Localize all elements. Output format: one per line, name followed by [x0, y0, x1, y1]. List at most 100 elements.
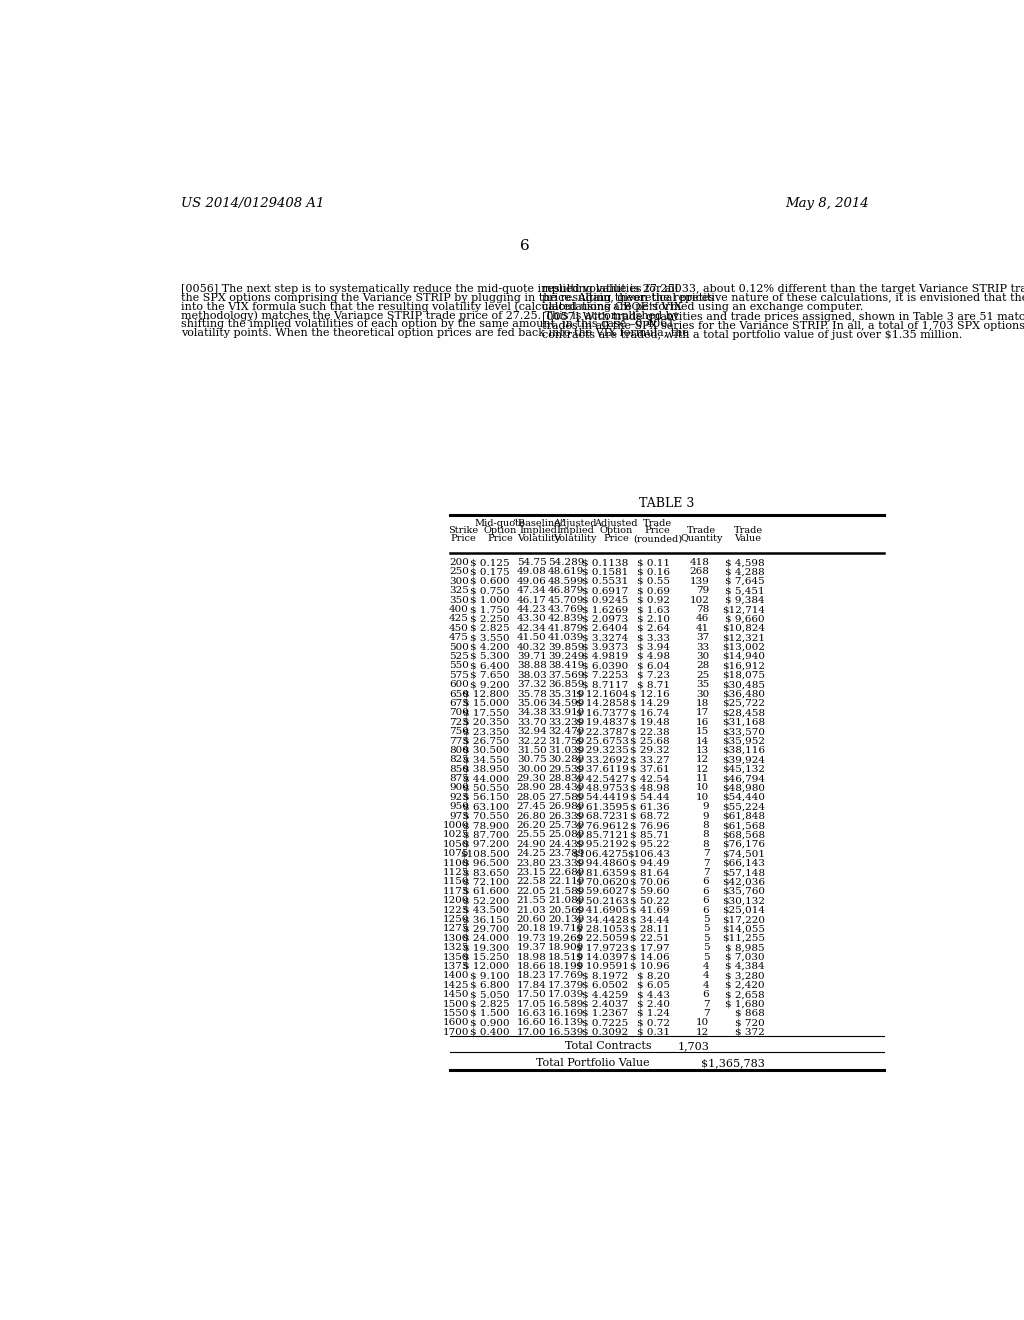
Text: 10: 10 — [696, 793, 710, 801]
Text: $ 12.1604: $ 12.1604 — [575, 689, 629, 698]
Text: 33.239: 33.239 — [548, 718, 585, 727]
Text: trades in all the SPX series for the Variance STRIP. In all, a total of 1,703 SP: trades in all the SPX series for the Var… — [542, 321, 1024, 331]
Text: [0056] The next step is to systematically reduce the mid-quote implied volatilit: [0056] The next step is to systematicall… — [180, 284, 678, 294]
Text: 31.759: 31.759 — [548, 737, 585, 746]
Text: $ 9,660: $ 9,660 — [725, 614, 765, 623]
Text: 1050: 1050 — [442, 840, 469, 849]
Text: $30,132: $30,132 — [722, 896, 765, 906]
Text: 1375: 1375 — [442, 962, 469, 972]
Text: 21.089: 21.089 — [548, 896, 585, 906]
Text: 29.30: 29.30 — [517, 774, 547, 783]
Text: $ 0.11: $ 0.11 — [637, 558, 670, 568]
Text: $10,824: $10,824 — [722, 624, 765, 632]
Text: $ 6.400: $ 6.400 — [470, 661, 509, 671]
Text: $ 4.200: $ 4.200 — [470, 643, 509, 652]
Text: $14,055: $14,055 — [722, 924, 765, 933]
Text: 12: 12 — [696, 1028, 710, 1036]
Text: $ 12.16: $ 12.16 — [630, 689, 670, 698]
Text: 23.80: 23.80 — [517, 858, 547, 867]
Text: “Baseline”: “Baseline” — [513, 519, 564, 528]
Text: 475: 475 — [450, 634, 469, 643]
Text: 20.139: 20.139 — [548, 915, 585, 924]
Text: 825: 825 — [450, 755, 469, 764]
Text: 20.60: 20.60 — [517, 915, 547, 924]
Text: 650: 650 — [450, 689, 469, 698]
Text: 29.539: 29.539 — [548, 764, 585, 774]
Text: 16: 16 — [696, 718, 710, 727]
Text: 24.25: 24.25 — [517, 849, 547, 858]
Text: 41.039: 41.039 — [548, 634, 585, 643]
Text: $ 14.06: $ 14.06 — [630, 953, 670, 961]
Text: 22.689: 22.689 — [548, 869, 585, 876]
Text: $106.43: $106.43 — [627, 849, 670, 858]
Text: 28: 28 — [696, 661, 710, 671]
Text: 31.50: 31.50 — [517, 746, 547, 755]
Text: $ 4,598: $ 4,598 — [725, 558, 765, 568]
Text: 575: 575 — [450, 671, 469, 680]
Text: $ 37.6119: $ 37.6119 — [575, 764, 629, 774]
Text: contracts are traded, with a total portfolio value of just over $1.35 million.: contracts are traded, with a total portf… — [542, 330, 963, 339]
Text: Total Portfolio Value: Total Portfolio Value — [537, 1057, 650, 1068]
Text: $ 17.9723: $ 17.9723 — [575, 944, 629, 952]
Text: 20.569: 20.569 — [548, 906, 585, 915]
Text: $ 0.125: $ 0.125 — [470, 558, 509, 568]
Text: $ 2,658: $ 2,658 — [725, 990, 765, 999]
Text: 48.619: 48.619 — [548, 568, 585, 577]
Text: 23.789: 23.789 — [548, 849, 585, 858]
Text: 32.479: 32.479 — [548, 727, 585, 737]
Text: 525: 525 — [450, 652, 469, 661]
Text: 18.519: 18.519 — [548, 953, 585, 961]
Text: 54.289: 54.289 — [548, 558, 585, 568]
Text: into the VIX formula such that the resulting volatility level (calculated using : into the VIX formula such that the resul… — [180, 302, 682, 313]
Text: $68,568: $68,568 — [722, 830, 765, 840]
Text: Trade: Trade — [643, 519, 672, 528]
Text: Value: Value — [734, 535, 762, 543]
Text: 250: 250 — [450, 568, 469, 577]
Text: $ 868: $ 868 — [735, 1008, 765, 1018]
Text: $ 6.0502: $ 6.0502 — [583, 981, 629, 990]
Text: $ 0.92: $ 0.92 — [637, 595, 670, 605]
Text: 1600: 1600 — [442, 1018, 469, 1027]
Text: 38.419: 38.419 — [548, 661, 585, 671]
Text: $ 4.98: $ 4.98 — [637, 652, 670, 661]
Text: $ 3,280: $ 3,280 — [725, 972, 765, 981]
Text: 21.03: 21.03 — [517, 906, 547, 915]
Text: $28,458: $28,458 — [722, 709, 765, 717]
Text: $ 5.050: $ 5.050 — [470, 990, 509, 999]
Text: 42.34: 42.34 — [517, 624, 547, 632]
Text: 14: 14 — [696, 737, 710, 746]
Text: $ 0.7225: $ 0.7225 — [583, 1018, 629, 1027]
Text: $ 48.98: $ 48.98 — [630, 784, 670, 792]
Text: 17.039: 17.039 — [548, 990, 585, 999]
Text: $ 7,030: $ 7,030 — [725, 953, 765, 961]
Text: 4: 4 — [702, 981, 710, 990]
Text: $ 1.000: $ 1.000 — [470, 595, 509, 605]
Text: 46.879: 46.879 — [548, 586, 585, 595]
Text: $ 14.29: $ 14.29 — [630, 700, 670, 708]
Text: $ 3.33: $ 3.33 — [637, 634, 670, 643]
Text: 30.00: 30.00 — [517, 764, 547, 774]
Text: $ 24.000: $ 24.000 — [463, 933, 509, 942]
Text: $61,848: $61,848 — [722, 812, 765, 821]
Text: $ 6.04: $ 6.04 — [637, 661, 670, 671]
Text: 30.75: 30.75 — [517, 755, 547, 764]
Text: $ 0.31: $ 0.31 — [637, 1028, 670, 1036]
Text: 47.34: 47.34 — [517, 586, 547, 595]
Text: $66,143: $66,143 — [722, 858, 765, 867]
Text: 79: 79 — [696, 586, 710, 595]
Text: $ 72.100: $ 72.100 — [463, 878, 509, 887]
Text: 7: 7 — [702, 1008, 710, 1018]
Text: $11,255: $11,255 — [722, 933, 765, 942]
Text: $ 0.175: $ 0.175 — [470, 568, 509, 577]
Text: 20.18: 20.18 — [517, 924, 547, 933]
Text: $ 16.74: $ 16.74 — [630, 709, 670, 717]
Text: $ 0.16: $ 0.16 — [637, 568, 670, 577]
Text: 12: 12 — [696, 764, 710, 774]
Text: $ 50.550: $ 50.550 — [463, 784, 509, 792]
Text: 22.05: 22.05 — [517, 887, 547, 896]
Text: $35,760: $35,760 — [722, 887, 765, 896]
Text: $1,365,783: $1,365,783 — [701, 1057, 765, 1068]
Text: $ 37.61: $ 37.61 — [630, 764, 670, 774]
Text: $ 97.200: $ 97.200 — [463, 840, 509, 849]
Text: the SPX options comprising the Variance STRIP by plugging in the resulting theor: the SPX options comprising the Variance … — [180, 293, 714, 302]
